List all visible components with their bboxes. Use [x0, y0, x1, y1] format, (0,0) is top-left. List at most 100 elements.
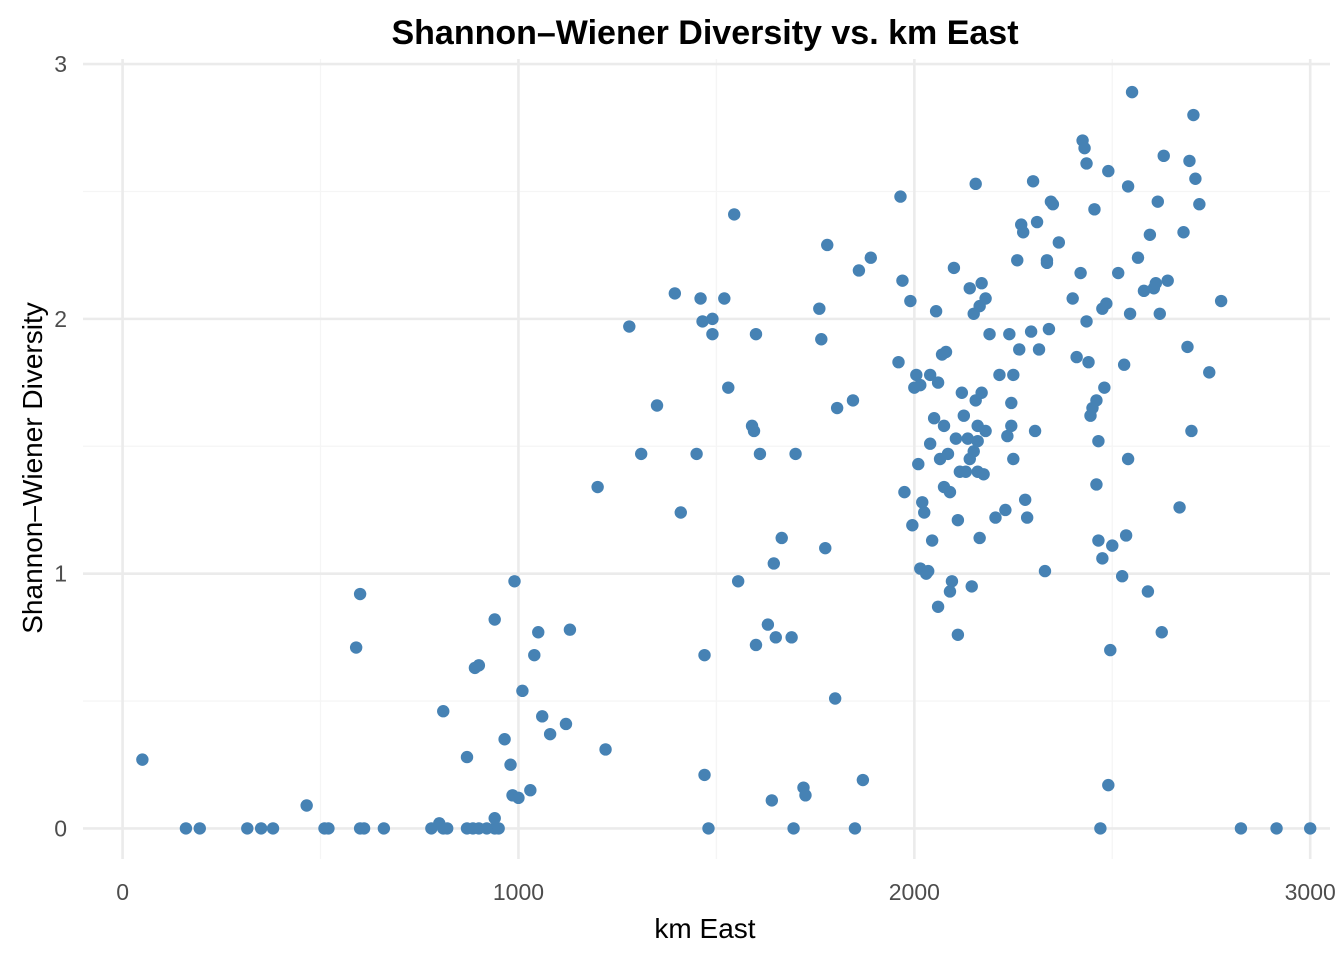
data-point	[694, 292, 707, 305]
data-point	[1102, 164, 1115, 178]
data-point	[718, 292, 731, 305]
data-point	[1094, 822, 1107, 835]
data-point	[349, 641, 363, 654]
data-point	[819, 541, 832, 555]
data-point	[1112, 266, 1125, 280]
data-point	[690, 447, 703, 461]
data-point	[1003, 327, 1016, 341]
data-point	[1046, 198, 1060, 211]
data-point	[300, 799, 313, 812]
data-point	[1032, 343, 1046, 356]
data-point	[753, 447, 767, 461]
data-point	[969, 177, 982, 191]
data-point	[1038, 564, 1052, 578]
data-point	[999, 503, 1012, 517]
data-point	[846, 394, 860, 407]
data-point	[1104, 643, 1117, 657]
data-point	[1187, 108, 1200, 122]
data-point	[599, 743, 612, 756]
data-point	[1020, 511, 1034, 524]
data-point	[799, 789, 812, 802]
data-point	[1106, 539, 1119, 552]
data-point	[1030, 215, 1044, 229]
data-point	[1098, 381, 1111, 394]
data-point	[1173, 501, 1186, 514]
y-axis-title: Shannon–Wiener Diversity	[17, 302, 48, 634]
data-point	[1141, 585, 1155, 598]
data-point	[929, 305, 943, 318]
data-point	[1123, 307, 1137, 320]
chart-title: Shannon–Wiener Diversity vs. km East	[391, 14, 1018, 52]
data-point	[254, 822, 268, 835]
data-point	[1018, 493, 1032, 506]
data-point	[916, 496, 929, 509]
data-point	[1080, 315, 1093, 328]
y-tick-label: 1	[54, 561, 67, 587]
data-point	[1005, 396, 1018, 410]
data-point	[892, 355, 905, 369]
x-tick-label: 2000	[889, 879, 940, 905]
data-point	[1052, 236, 1066, 249]
data-point	[963, 282, 976, 295]
data-point	[1096, 552, 1109, 565]
y-tick-label: 3	[54, 51, 67, 77]
data-point	[787, 822, 800, 835]
data-point	[1115, 569, 1129, 583]
data-point	[1042, 322, 1056, 336]
data-point	[1088, 203, 1101, 216]
data-point	[1153, 307, 1166, 320]
data-point	[951, 628, 965, 641]
data-point	[1090, 394, 1103, 407]
data-point	[1016, 226, 1030, 239]
data-point	[1181, 340, 1194, 354]
data-point	[722, 381, 735, 394]
data-point	[767, 557, 780, 570]
data-point	[1121, 180, 1135, 193]
data-point	[821, 238, 834, 252]
data-point	[1100, 297, 1113, 310]
data-point	[1001, 429, 1014, 443]
data-point	[1304, 822, 1317, 835]
data-point	[472, 659, 486, 672]
data-point	[931, 376, 945, 389]
data-point	[898, 485, 911, 499]
data-point	[775, 531, 788, 545]
data-point	[731, 575, 745, 588]
data-point	[896, 274, 909, 287]
data-point	[1102, 778, 1115, 792]
data-point	[441, 822, 454, 835]
data-point	[1024, 325, 1038, 338]
data-point	[769, 631, 782, 644]
data-point	[1011, 254, 1024, 267]
data-point	[1007, 452, 1020, 466]
data-point	[696, 315, 709, 328]
data-point	[698, 768, 711, 782]
data-point	[910, 368, 923, 382]
data-point	[1082, 355, 1095, 369]
data-point	[912, 457, 925, 471]
data-point	[927, 412, 941, 425]
data-point	[1137, 284, 1151, 298]
data-point	[1070, 350, 1083, 364]
data-point	[749, 638, 763, 652]
data-point	[437, 705, 450, 718]
x-axis-title: km East	[654, 913, 755, 944]
data-point	[931, 600, 945, 613]
data-point	[979, 424, 992, 438]
data-point	[1185, 424, 1198, 438]
data-point	[1193, 198, 1206, 211]
data-point	[1157, 149, 1170, 163]
data-point	[943, 585, 957, 598]
data-point	[983, 327, 996, 341]
data-point	[1074, 266, 1087, 280]
data-point	[1121, 452, 1135, 466]
x-axis-ticks: 0 1000 2000 3000	[116, 879, 1336, 905]
data-point	[1125, 85, 1139, 99]
data-point	[1183, 154, 1196, 168]
data-point	[971, 434, 984, 448]
data-point	[563, 623, 577, 636]
data-point	[543, 727, 557, 741]
data-point	[1143, 228, 1157, 241]
data-point	[848, 822, 862, 835]
